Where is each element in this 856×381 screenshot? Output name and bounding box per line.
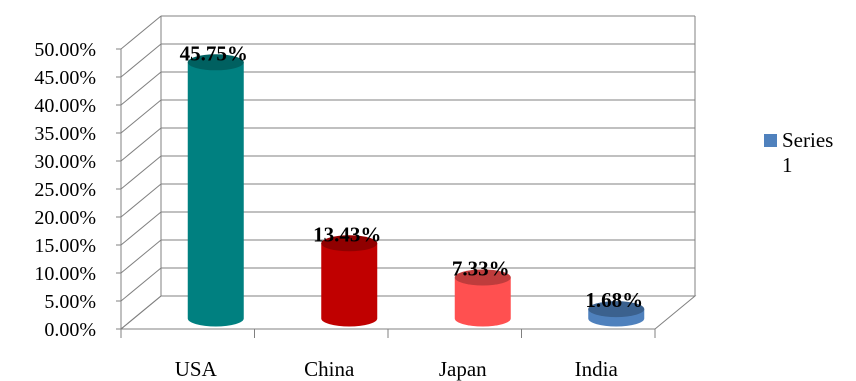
side-wall-line xyxy=(120,127,162,162)
label-layer: 0.00% 5.00% 10.00% 15.00% 20.00% 25.00% 30.00%… xyxy=(34,39,643,381)
legend-series-name: Series 1 xyxy=(782,128,834,177)
y-tick-label: 0.00% xyxy=(44,319,96,341)
side-wall-line xyxy=(120,211,162,246)
bar-top xyxy=(454,269,511,286)
y-tick-label: 25.00% xyxy=(34,179,96,201)
bar xyxy=(187,54,244,327)
bar xyxy=(588,301,645,327)
bar xyxy=(321,235,378,327)
x-category-label: Japan xyxy=(439,357,487,381)
x-category-label: USA xyxy=(175,357,218,381)
side-wall-line xyxy=(120,267,162,302)
bar-top xyxy=(187,54,244,71)
side-wall-line xyxy=(120,239,162,274)
data-label: 45.75% xyxy=(180,41,248,65)
bar-top xyxy=(588,301,645,318)
y-tick-label: 30.00% xyxy=(34,151,96,173)
bar-top xyxy=(321,235,378,252)
bar xyxy=(454,269,511,327)
bar-body xyxy=(187,62,244,327)
y-tick-label: 50.00% xyxy=(34,39,96,61)
side-wall-line xyxy=(120,183,162,218)
bar-body xyxy=(454,277,511,327)
side-wall-line xyxy=(120,15,162,50)
data-label: 13.43% xyxy=(313,222,381,246)
y-tick-label: 15.00% xyxy=(34,235,96,257)
side-wall-line xyxy=(120,71,162,106)
data-label: 7.33% xyxy=(452,256,510,280)
legend-swatch xyxy=(764,134,777,147)
legend: Series 1 xyxy=(764,128,856,178)
floor xyxy=(119,295,697,330)
data-label: 1.68% xyxy=(585,288,643,312)
bar-layer xyxy=(187,54,645,327)
side-wall-line xyxy=(120,155,162,190)
x-category-label: China xyxy=(304,357,355,381)
y-tick-label: 20.00% xyxy=(34,207,96,229)
side-wall-line xyxy=(120,99,162,134)
side-wall-line xyxy=(120,43,162,78)
bar-body xyxy=(321,243,378,327)
axis-layer xyxy=(116,16,697,338)
y-tick-label: 5.00% xyxy=(44,291,96,313)
y-tick-label: 35.00% xyxy=(34,123,96,145)
y-tick-label: 10.00% xyxy=(34,263,96,285)
y-tick-label: 45.00% xyxy=(34,67,96,89)
grid-layer xyxy=(120,15,695,330)
y-tick-label: 40.00% xyxy=(34,95,96,117)
x-category-label: India xyxy=(575,357,619,381)
